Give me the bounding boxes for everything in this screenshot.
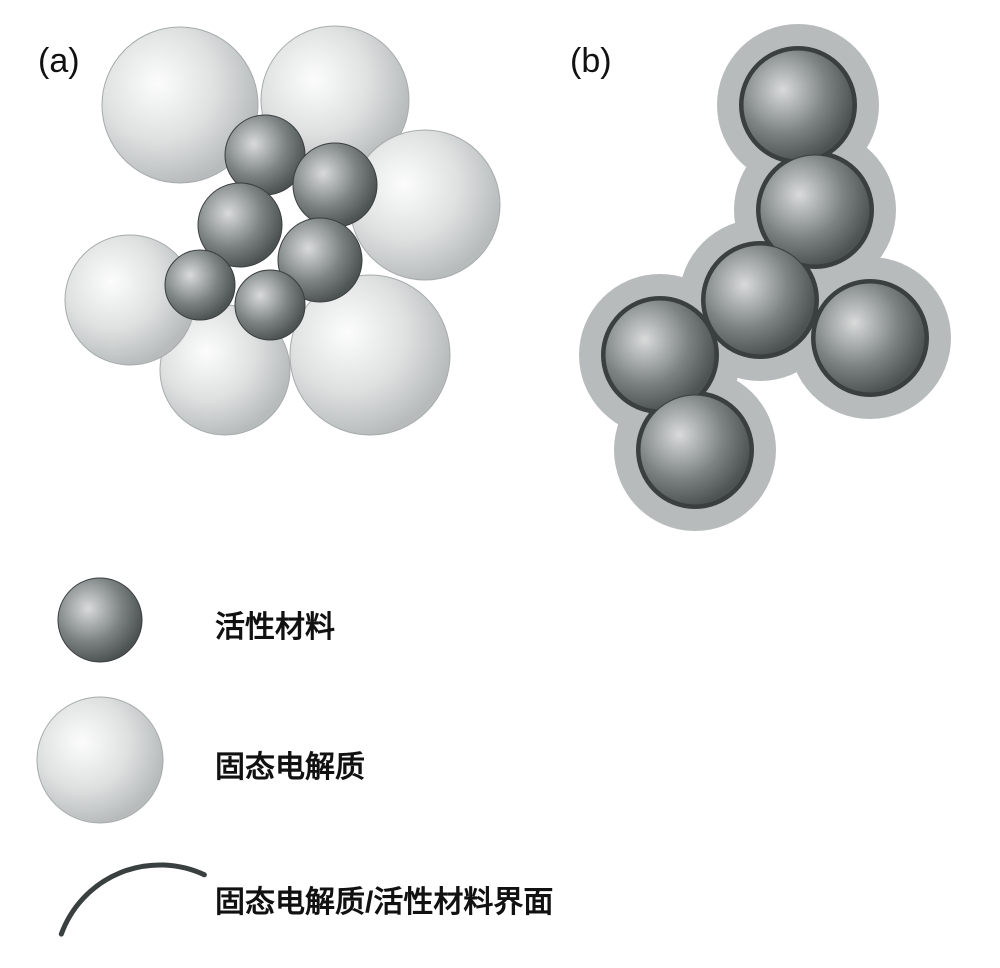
panel-a-group [65, 26, 500, 435]
panel-b-label: (b) [570, 42, 612, 81]
panel-b-group [579, 24, 951, 531]
legend-electrolyte-sphere-icon [37, 697, 163, 823]
legend-solid-electrolyte-label: 固态电解质 [215, 742, 365, 786]
panel-a-label: (a) [38, 42, 80, 81]
panel-b-active-sphere [640, 395, 750, 505]
legend-active-sphere-icon [58, 578, 142, 662]
panel-a-active-sphere [235, 270, 305, 340]
legend-interface-arc-icon [61, 865, 204, 934]
panel-b-active-sphere [705, 245, 815, 355]
legend-interface-label: 固态电解质/活性材料界面 [215, 877, 553, 921]
panel-b-active-sphere [743, 50, 853, 160]
panel-b-active-sphere [815, 283, 925, 393]
panel-a-active-sphere [165, 250, 235, 320]
legend-active-material-label: 活性材料 [215, 602, 335, 646]
diagram-stage [0, 0, 1000, 968]
panel-a-active-sphere [293, 143, 377, 227]
panel-b-active-sphere [605, 300, 715, 410]
legend-group [37, 578, 204, 934]
